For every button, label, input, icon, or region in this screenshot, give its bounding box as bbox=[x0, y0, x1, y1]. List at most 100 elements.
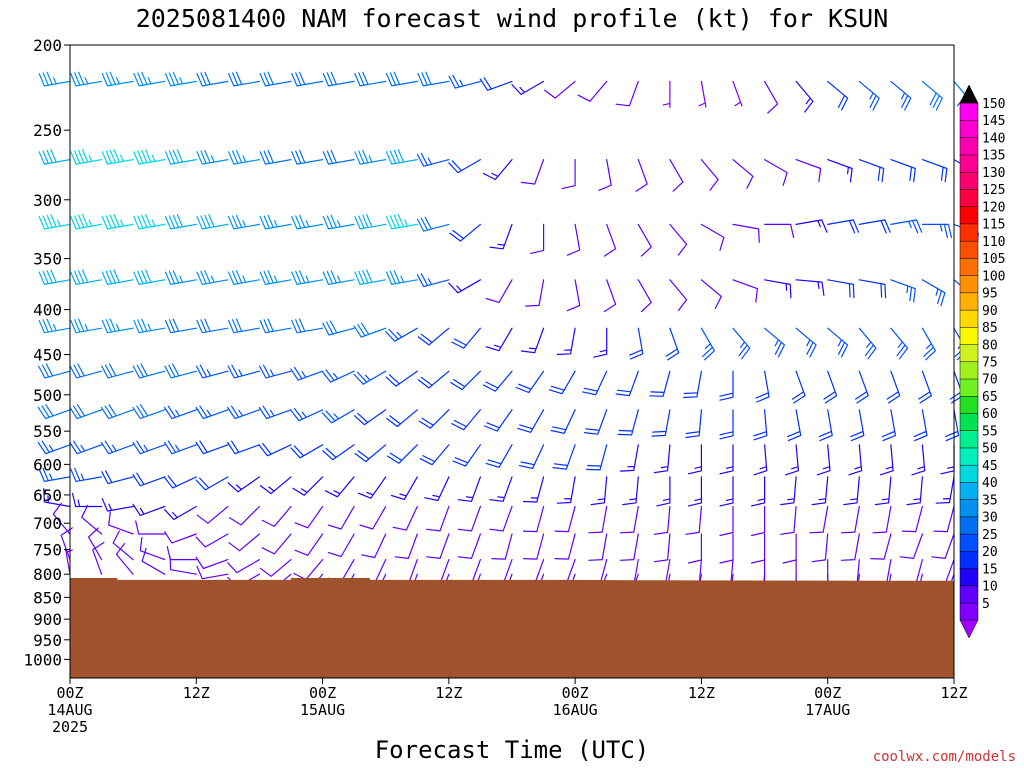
wind-barb bbox=[229, 505, 260, 526]
y-tick-label: 700 bbox=[33, 514, 62, 533]
colorbar-label: 55 bbox=[982, 424, 998, 439]
wind-barb bbox=[719, 370, 734, 401]
wind-barb bbox=[38, 214, 71, 230]
wind-barb bbox=[855, 370, 869, 404]
wind-barb bbox=[261, 533, 292, 555]
wind-barb bbox=[685, 409, 702, 439]
wind-barbs bbox=[37, 71, 979, 604]
wind-barb bbox=[518, 444, 545, 469]
wind-barb bbox=[879, 444, 894, 476]
wind-barb bbox=[132, 404, 166, 420]
x-tick-label: 00Z bbox=[562, 684, 589, 702]
wind-barb bbox=[827, 80, 849, 111]
colorbar-label: 65 bbox=[982, 390, 998, 405]
wind-barb bbox=[92, 541, 105, 575]
wind-barb bbox=[196, 149, 229, 165]
wind-barb bbox=[811, 533, 829, 563]
wind-barb bbox=[112, 530, 134, 561]
wind-barb bbox=[43, 488, 71, 508]
wind-barb bbox=[196, 318, 229, 334]
wind-barb bbox=[416, 152, 450, 167]
colorbar-label: 75 bbox=[982, 356, 998, 371]
wind-barb bbox=[485, 327, 513, 352]
wind-barb bbox=[651, 409, 671, 437]
wind-barb bbox=[698, 80, 707, 108]
wind-barb bbox=[321, 409, 355, 424]
wind-barb bbox=[259, 71, 292, 87]
wind-barb bbox=[685, 505, 702, 535]
wind-barb bbox=[417, 370, 450, 389]
wind-barb bbox=[385, 149, 418, 165]
wind-barb bbox=[164, 405, 197, 420]
wind-barb bbox=[890, 219, 923, 234]
wind-barb bbox=[290, 407, 324, 422]
wind-barb bbox=[881, 409, 896, 442]
wind-barb bbox=[552, 444, 576, 470]
wind-barb bbox=[163, 475, 197, 489]
wind-barb bbox=[196, 214, 229, 230]
wind-barb bbox=[164, 531, 197, 544]
colorbar-swatch bbox=[959, 326, 979, 345]
colorbar-label: 10 bbox=[982, 580, 998, 595]
wind-barb bbox=[872, 505, 892, 534]
wind-barb bbox=[901, 505, 923, 533]
wind-barb bbox=[687, 533, 702, 564]
x-tick-label: 2025 bbox=[52, 718, 88, 736]
wind-barb bbox=[261, 505, 292, 527]
colorbar-label: 85 bbox=[982, 321, 998, 336]
wind-barb bbox=[489, 223, 513, 250]
wind-barb bbox=[291, 71, 324, 87]
x-tick-label: 12Z bbox=[940, 684, 967, 702]
wind-barb bbox=[69, 440, 103, 455]
colorbar-label: 80 bbox=[982, 338, 998, 353]
wind-barb bbox=[390, 476, 418, 500]
colorbar-label: 50 bbox=[982, 442, 998, 457]
wind-barb bbox=[732, 223, 760, 243]
colorbar-swatch bbox=[959, 292, 979, 311]
colorbar-swatch bbox=[959, 309, 979, 328]
colorbar-label: 140 bbox=[982, 132, 1005, 147]
wind-barb bbox=[38, 467, 71, 482]
wind-barb bbox=[858, 279, 887, 299]
wind-barb bbox=[782, 533, 797, 564]
wind-barb bbox=[101, 318, 134, 334]
wind-barb bbox=[827, 327, 849, 358]
wind-barb bbox=[823, 370, 838, 404]
wind-barb bbox=[115, 543, 134, 575]
y-tick-label: 600 bbox=[33, 455, 62, 474]
wind-barb bbox=[827, 219, 860, 234]
wind-barb bbox=[424, 476, 450, 502]
wind-barb bbox=[588, 505, 608, 534]
wind-barb bbox=[141, 547, 166, 575]
wind-barb bbox=[520, 327, 545, 354]
wind-barb bbox=[426, 505, 450, 532]
y-tick-label: 900 bbox=[33, 610, 62, 629]
wind-barb bbox=[780, 476, 797, 506]
wind-barb bbox=[890, 159, 916, 183]
plot-frame bbox=[69, 44, 955, 679]
wind-barb bbox=[322, 149, 355, 165]
wind-barb bbox=[291, 270, 324, 285]
wind-barb bbox=[619, 533, 639, 561]
wind-barb bbox=[70, 269, 103, 285]
wind-barb bbox=[791, 370, 806, 404]
y-tick-label: 950 bbox=[33, 631, 62, 650]
colorbar-label: 135 bbox=[982, 149, 1005, 164]
wind-barb bbox=[457, 505, 481, 532]
wind-barb bbox=[719, 409, 734, 440]
wind-barb bbox=[751, 476, 766, 507]
wind-barb bbox=[921, 279, 946, 307]
wind-barb bbox=[637, 279, 652, 313]
wind-barb bbox=[259, 364, 292, 379]
wind-barb bbox=[294, 505, 324, 529]
wind-barb bbox=[164, 214, 197, 230]
colorbar-swatch bbox=[959, 119, 979, 139]
colorbar-label: 125 bbox=[982, 183, 1005, 198]
wind-barb bbox=[70, 467, 103, 482]
wind-barb bbox=[615, 370, 639, 397]
wind-barb bbox=[669, 223, 688, 256]
colorbar-swatch bbox=[959, 516, 979, 535]
wind-barb bbox=[921, 159, 948, 183]
wind-barb bbox=[653, 505, 671, 535]
